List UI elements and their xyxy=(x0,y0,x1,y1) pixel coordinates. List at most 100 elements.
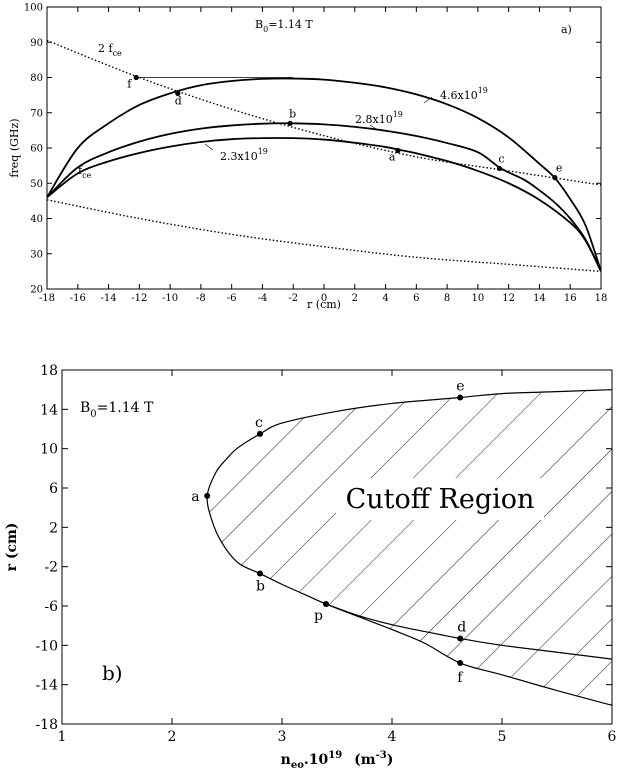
point-c xyxy=(496,165,503,172)
panel-a-label: a) xyxy=(561,23,572,36)
x-tick-label: -10 xyxy=(162,293,178,304)
panel-b-x-axis-label: neo.1019 (m-3) xyxy=(281,750,394,771)
label-2fce: 2 fce xyxy=(98,42,122,58)
panel-b-y-axis-label: r (cm) xyxy=(4,523,20,572)
y-tick-label: 60 xyxy=(30,144,43,155)
cutoff-region xyxy=(207,389,612,706)
panel-a-frame xyxy=(46,6,602,290)
point-label-d: d xyxy=(457,619,466,635)
y-tick-label: 40 xyxy=(30,214,43,225)
point-label-a: a xyxy=(191,489,199,505)
region-label-bg xyxy=(336,478,544,520)
leader-4-6 xyxy=(423,96,433,104)
x-tick-label: 4 xyxy=(388,729,397,745)
x-tick-label: -16 xyxy=(70,293,86,304)
point-label-c: c xyxy=(498,152,504,165)
point-b xyxy=(257,570,263,577)
panel-a-points: f d b a c e xyxy=(127,74,563,181)
panel-b-points: e c a b p d f xyxy=(191,379,466,687)
y-tick-label: 14 xyxy=(40,402,58,418)
point-label-d: d xyxy=(175,94,182,107)
x-tick-label: -8 xyxy=(196,293,206,304)
point-c xyxy=(257,430,263,437)
leader-2-3 xyxy=(204,143,214,151)
point-label-a: a xyxy=(389,150,396,163)
x-tick-label: -6 xyxy=(227,293,237,304)
y-tick-label: 10 xyxy=(40,442,58,458)
y-tick-label: -18 xyxy=(35,717,58,733)
x-tick-label: -4 xyxy=(258,293,268,304)
x-tick-label: 6 xyxy=(413,293,419,304)
point-label-f: f xyxy=(457,670,464,686)
x-tick-label: 2 xyxy=(168,729,177,745)
x-tick-label: 6 xyxy=(608,729,617,745)
x-tick-label: 12 xyxy=(502,293,515,304)
x-tick-label: 10 xyxy=(472,293,485,304)
label-4-6x1019: 4.6x1019 xyxy=(440,86,488,102)
x-tick-label: 4 xyxy=(382,293,388,304)
y-tick-label: 6 xyxy=(49,481,58,497)
label-fce: fce xyxy=(78,164,92,180)
panel-b-x-ticks: 1 2 3 4 5 6 xyxy=(58,370,617,745)
cutoff-region-hatch xyxy=(207,389,612,706)
x-tick-label: 0 xyxy=(321,293,327,304)
panel-a-x-axis-label: r (cm) xyxy=(307,298,341,311)
panel-a-series xyxy=(47,39,601,273)
point-a xyxy=(204,492,211,499)
y-tick-label: -6 xyxy=(44,599,58,615)
point-label-b: b xyxy=(289,107,296,120)
chart-panel-a: -18 -16 -14 -12 -10 -8 -6 -4 -2 0 2 4 6 8 10 12 14 16 18 2… xyxy=(8,3,607,312)
x-tick-label: 8 xyxy=(444,293,450,304)
point-label-f: f xyxy=(127,78,132,91)
series-n28 xyxy=(47,122,601,272)
y-tick-label: 100 xyxy=(24,3,43,14)
panel-b-frame xyxy=(61,369,613,725)
x-tick-label: 5 xyxy=(498,729,507,745)
panel-a-y-axis-label: freq (GHz) xyxy=(8,118,21,177)
panel-b-series xyxy=(206,389,612,706)
point-d xyxy=(175,90,181,96)
x-tick-label: -14 xyxy=(101,293,117,304)
region-label: Cutoff Region xyxy=(346,484,535,515)
y-tick-label: 30 xyxy=(30,249,43,260)
series-n23 xyxy=(47,137,601,272)
panel-a-field-annotation: B0=1.14 T xyxy=(255,18,313,34)
y-tick-label: 20 xyxy=(30,285,43,296)
series-fce2 xyxy=(47,39,601,186)
label-2-8x1019: 2.8x1019 xyxy=(355,110,403,126)
point-e xyxy=(457,394,464,401)
y-tick-label: 80 xyxy=(30,73,43,84)
panel-b-y-ticks: -18 -14 -10 -6 -2 2 6 10 14 18 xyxy=(35,363,612,733)
point-a xyxy=(395,147,401,154)
chart-panel-b: 1 2 3 4 5 6 -18 -14 -10 -6 -2 2 6 10 14 18 e c a b p d f Cut… xyxy=(4,363,617,771)
y-tick-label: 70 xyxy=(30,108,43,119)
x-tick-label: 16 xyxy=(564,293,577,304)
y-tick-label: 90 xyxy=(30,38,43,49)
panel-b-label: b) xyxy=(102,661,123,685)
x-tick-label: 2 xyxy=(352,293,358,304)
series-fce xyxy=(47,199,601,273)
point-label-c: c xyxy=(255,415,263,431)
point-b xyxy=(287,120,293,126)
y-tick-label: -2 xyxy=(44,560,58,576)
y-tick-label: 18 xyxy=(40,363,58,379)
x-tick-label: 18 xyxy=(595,293,608,304)
point-label-e: e xyxy=(456,379,464,395)
panel-a-y-ticks: 20 30 40 50 60 70 80 90 100 xyxy=(24,3,601,296)
series-boundary xyxy=(206,389,612,706)
panel-a-x-ticks: -18 -16 -14 -12 -10 -8 -6 -4 -2 0 2 4 6 8 10 12 14 16 18 xyxy=(39,7,607,304)
label-2-3x1019: 2.3x1019 xyxy=(220,147,268,163)
x-tick-label: 3 xyxy=(278,729,287,745)
point-label-p: p xyxy=(314,608,323,624)
point-e xyxy=(552,175,558,181)
series-branch xyxy=(325,603,612,660)
panel-b-field-annotation: B0=1.14 T xyxy=(80,400,154,420)
point-p xyxy=(323,601,329,608)
leader-2-8 xyxy=(369,124,379,131)
point-f xyxy=(133,74,139,81)
point-f xyxy=(457,660,464,667)
point-label-e: e xyxy=(556,162,563,175)
point-d xyxy=(457,635,464,642)
y-tick-label: -10 xyxy=(35,638,58,654)
